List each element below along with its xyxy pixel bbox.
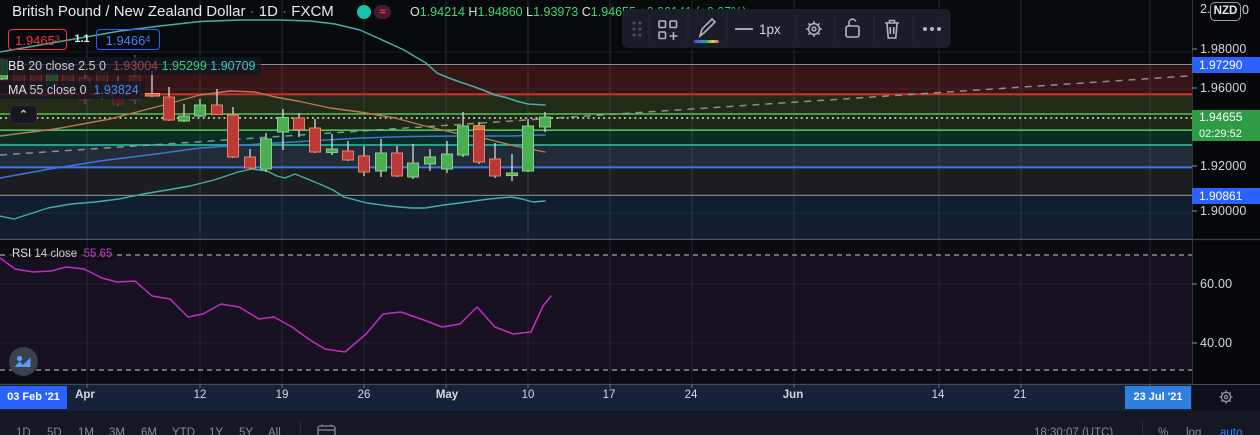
svg-text:1px: 1px (759, 22, 781, 37)
